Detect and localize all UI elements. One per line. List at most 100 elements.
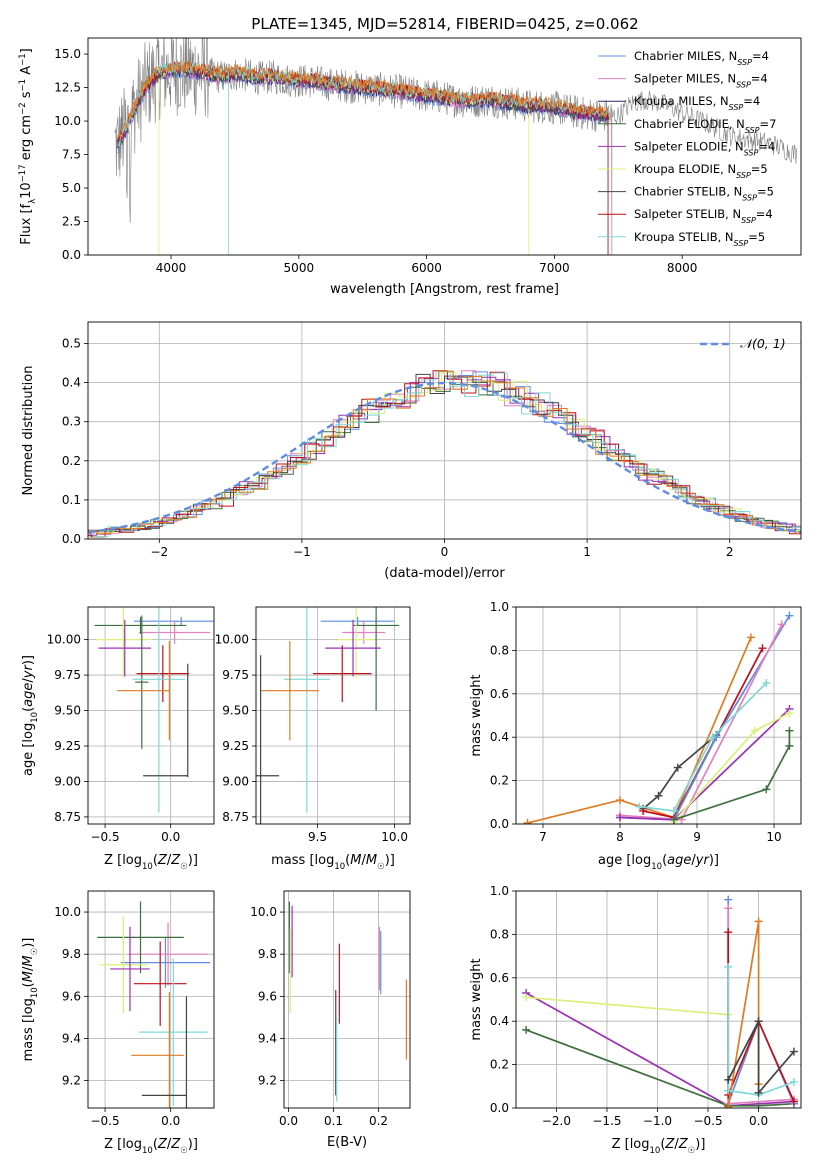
y-tick-label: 10.0: [54, 905, 81, 919]
series-point: [708, 733, 717, 742]
legend-text: Chabrier ELODIE, N: [634, 117, 745, 131]
histogram-steps: [88, 370, 801, 538]
y-tick-label: 10.0: [54, 114, 81, 128]
mass_vs_ebv-errorbars: [288, 901, 407, 1102]
label-part: /: [21, 678, 36, 683]
y-tick-label: 9.50: [222, 704, 249, 718]
y-tick-label: 10.00: [215, 633, 249, 647]
normal-curve: [88, 381, 801, 534]
label-part: yr: [695, 853, 711, 868]
label-part: Z: [170, 1137, 181, 1152]
x-tick-label: 6000: [411, 261, 442, 275]
legend-text: Salpeter ELODIE, N: [634, 139, 744, 153]
label-part: age: [21, 683, 36, 707]
label-part: Z: [170, 853, 181, 868]
mass_weight_vs_Z-panel: −2.0 −1.5 −1.0 −0.5 0.0 0.0 0.2 0.4 0.6 0.8 1.0 Z […: [469, 884, 802, 1156]
axes-frame: [87, 890, 215, 1109]
label-part: Flux [f: [19, 203, 34, 244]
x-tick-label: 9: [693, 830, 701, 844]
label-part: ☉: [688, 1146, 696, 1156]
axes-frame: [283, 890, 411, 1109]
y-tick-label: 9.8: [62, 947, 81, 961]
histogram-kroupa_stelib: [88, 371, 801, 538]
y-tick-label: 2.5: [62, 215, 81, 229]
x-tick-label: −1.0: [643, 1114, 672, 1128]
mass_weight_vs_age-series: [523, 611, 794, 824]
series-point: [746, 633, 755, 642]
series-point: [777, 620, 786, 629]
x-tick-label: 0.1: [324, 1114, 343, 1128]
x-tick-label: 1: [583, 545, 591, 559]
series-point: [789, 1097, 798, 1106]
x-axis-label: age [log10(age/yr)]: [598, 853, 719, 872]
y-tick-label: 0.1: [62, 493, 81, 507]
histogram-panel: −2 −1 0 1 2 0.0 0.1 0.2 0.3 0.4 0.5 (data-model)/er…: [21, 321, 802, 581]
series-point: [669, 815, 678, 824]
legend-sub: SSP: [744, 148, 759, 157]
x-tick-label: 7000: [539, 261, 570, 275]
label-part: λ: [28, 199, 38, 204]
age_vs_mass-errorbars: [256, 607, 400, 824]
legend-entry: 𝒩(0, 1): [740, 336, 786, 351]
axes-frame: [87, 321, 802, 540]
axes-frame: [255, 606, 411, 825]
y-tick-label: 10.0: [250, 905, 277, 919]
label-part: 10: [334, 862, 345, 872]
label-part: /: [691, 853, 696, 868]
y-tick-label: 1.0: [490, 600, 509, 614]
y-tick-label: 8.75: [54, 810, 81, 824]
legend-text: Salpeter MILES, N: [634, 72, 736, 86]
label-part: Z [log: [612, 1137, 650, 1152]
label-part: ☉: [180, 1146, 188, 1156]
x-tick-label: 0.0: [749, 1114, 768, 1128]
legend-entry: Chabrier MILES, NSSP=4: [634, 49, 769, 67]
legend-text: =4: [751, 72, 768, 86]
x-axis-label: Z [log10(Z/Z☉)]: [104, 853, 198, 872]
legend-sub: SSP: [736, 171, 751, 180]
legend-sub: SSP: [745, 125, 760, 134]
mass_vs_Z-errorbars: [97, 901, 211, 1108]
y-tick-label: 0.8: [490, 927, 509, 941]
legend-text: Chabrier STELIB, N: [634, 185, 742, 199]
series-point: [785, 741, 794, 750]
legend-sub: SSP: [736, 80, 751, 89]
histogram-kroupa_elodie: [88, 372, 801, 538]
series-point: [789, 1047, 798, 1056]
legend-text: =4: [756, 207, 773, 221]
legend-sub: SSP: [734, 238, 749, 247]
label-part: erg cm: [19, 115, 34, 164]
label-part: (: [662, 853, 667, 868]
legend-entry: Kroupa MILES, NSSP=4: [634, 94, 760, 112]
y-tick-label: 9.00: [222, 774, 249, 788]
label-part: 10: [30, 712, 40, 723]
y-tick-label: 9.2: [258, 1074, 277, 1088]
series-line: [642, 734, 717, 810]
legend-entry: Salpeter STELIB, NSSP=4: [634, 207, 773, 225]
series-point: [758, 644, 767, 653]
label-part: )]: [709, 853, 719, 868]
y-tick-label: 9.8: [258, 947, 277, 961]
legend-text: Kroupa ELODIE, N: [634, 162, 736, 176]
legend-text: Salpeter STELIB, N: [634, 207, 741, 221]
spectrum-panel: 4000 5000 6000 7000 8000 0.0 2.5 5.0 7.5 10.0 12.5…: [18, 37, 802, 297]
legend-sub: SSP: [729, 103, 744, 112]
label-part: )]: [385, 853, 395, 868]
label-part: )]: [21, 938, 36, 948]
label-part: age: [667, 853, 691, 868]
x-axis-label: (data-model)/error: [384, 566, 505, 581]
y-tick-label: 9.25: [54, 739, 81, 753]
x-tick-label: −2.0: [542, 1114, 571, 1128]
y-tick-label: 9.2: [62, 1074, 81, 1088]
series-point: [754, 1088, 763, 1097]
y-tick-label: 5.0: [62, 181, 81, 195]
label-part: −1: [18, 79, 28, 92]
mass_weight_vs_Z-series: [522, 895, 798, 1108]
y-tick-label: 9.6: [62, 989, 81, 1003]
series-line: [673, 712, 790, 823]
x-tick-label: 7: [539, 830, 547, 844]
x-tick-label: −0.5: [90, 1114, 119, 1128]
series-point: [522, 993, 531, 1002]
series-line: [525, 1029, 794, 1107]
series-line: [727, 1020, 795, 1096]
